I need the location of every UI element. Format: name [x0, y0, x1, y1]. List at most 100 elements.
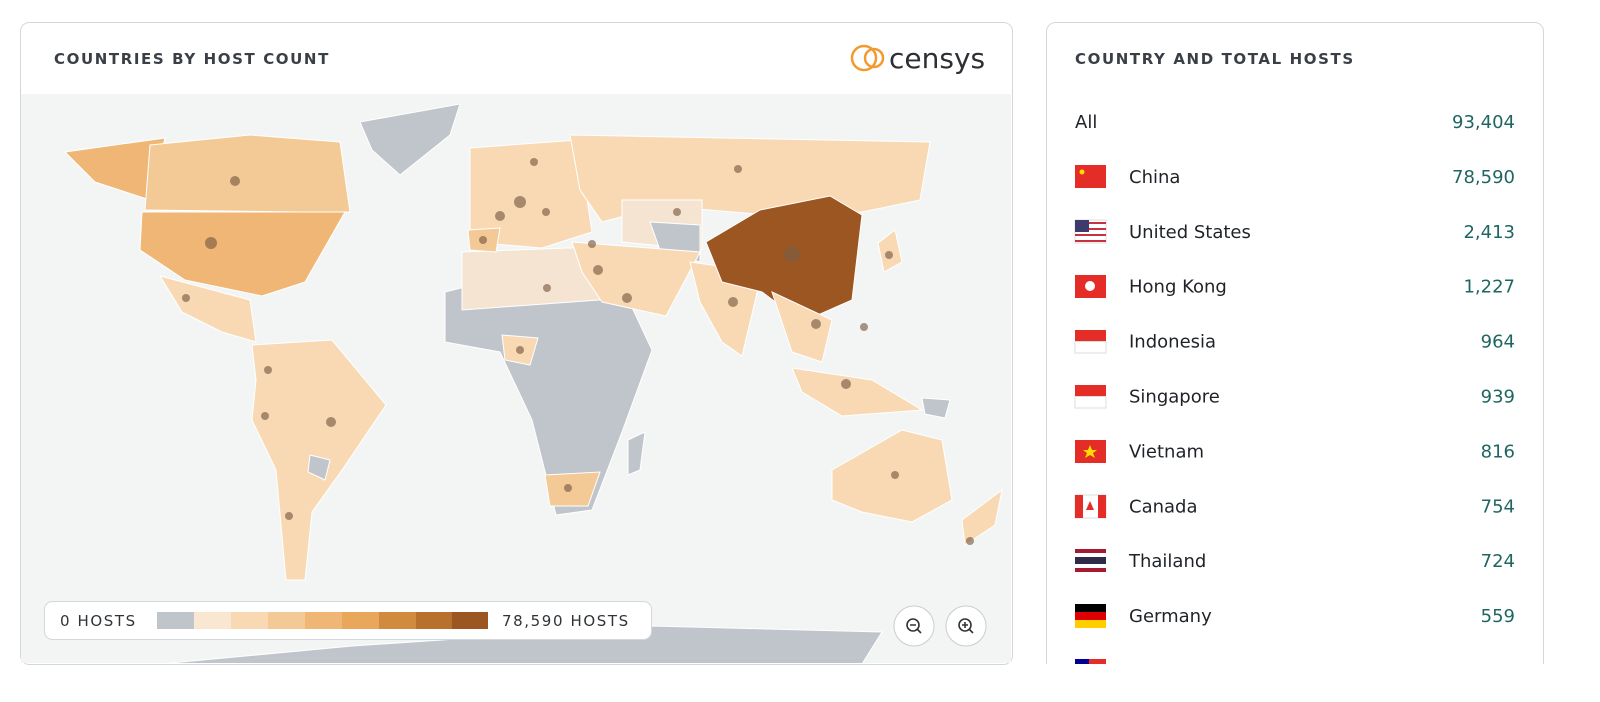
country-name: Vietnam: [1129, 441, 1204, 462]
flag-shape: [1075, 557, 1106, 564]
country-shape: [921, 397, 951, 419]
map-dot: [891, 471, 899, 479]
map-dot: [734, 165, 742, 173]
map-dot: [622, 293, 632, 303]
country-shape: [144, 134, 351, 213]
country-shape: [139, 211, 346, 297]
map-dot: [285, 512, 293, 520]
flag-shape: [1075, 620, 1106, 628]
map-dot: [593, 265, 603, 275]
legend-min-label: 0 HOSTS: [60, 612, 137, 630]
host-count: 93,404: [1452, 112, 1515, 133]
flag-shape: [1075, 165, 1106, 188]
legend-swatch: [305, 612, 342, 629]
map: [21, 94, 1011, 663]
zoom-icon: [958, 618, 972, 632]
map-dot: [673, 208, 681, 216]
flag-shape: [1075, 222, 1106, 242]
flag-shape: [1075, 659, 1106, 664]
map-dot: [543, 284, 551, 292]
host-count: 939: [1481, 387, 1515, 408]
country-shape: [961, 488, 1003, 546]
zoom-in-circle[interactable]: [945, 605, 987, 647]
flag-shape: [1075, 385, 1106, 397]
country-name: China: [1129, 167, 1180, 188]
country-shape: [571, 241, 701, 317]
flags: [1074, 165, 1107, 664]
map-dot: [966, 537, 974, 545]
map-dot: [326, 417, 336, 427]
zoom-icon: [906, 618, 920, 632]
flag-shape: [1075, 612, 1106, 620]
country-name: Indonesia: [1129, 332, 1216, 353]
country-shape: [627, 431, 646, 476]
legend: 0 HOSTS 78,590 HOSTS: [44, 601, 652, 640]
map-title: COUNTRIES BY HOST COUNT: [54, 50, 330, 68]
legend-swatch: [231, 612, 268, 629]
legend-swatch: [379, 612, 416, 629]
map-dot: [841, 379, 851, 389]
country-shape: [877, 229, 903, 273]
host-count: 816: [1481, 441, 1515, 462]
zoom-out-button[interactable]: [893, 605, 935, 647]
host-count: 1,227: [1463, 277, 1515, 298]
country-name: All: [1075, 112, 1097, 133]
map-dot: [182, 294, 190, 302]
legend-swatch: [342, 612, 379, 629]
flag-shape: [1079, 169, 1085, 175]
host-count: 78,590: [1452, 167, 1515, 188]
country-shape: [791, 367, 924, 417]
host-count: 724: [1481, 551, 1515, 572]
map-dot: [264, 366, 272, 374]
flag-shape: [1085, 281, 1095, 291]
zoom-in-button[interactable]: [945, 605, 987, 647]
map-dot: [542, 208, 550, 216]
flag-shape: [1075, 659, 1089, 664]
table-title: COUNTRY AND TOTAL HOSTS: [1075, 50, 1355, 68]
country-shape: [158, 275, 257, 343]
map-dot: [860, 323, 868, 331]
flag-shape: [1075, 495, 1083, 518]
panel-cutoff: [1040, 664, 1560, 702]
map-dot: [564, 484, 572, 492]
logo-ring: [863, 47, 885, 69]
flag-shape: [1086, 501, 1094, 510]
flag-shape: [1075, 330, 1106, 342]
logo: censys: [850, 42, 985, 75]
country-name: Thailand: [1128, 551, 1206, 572]
zoom-icon: [962, 622, 974, 634]
country-shape: [544, 471, 601, 507]
logo-text: censys: [889, 42, 985, 75]
host-count: 2,413: [1463, 222, 1515, 243]
legend-swatch: [452, 612, 488, 629]
country-name: Canada: [1129, 496, 1198, 517]
legend-swatch: [268, 612, 305, 629]
legend-swatch: [194, 612, 231, 629]
map-dot: [516, 346, 524, 354]
flag-shape: [1083, 445, 1097, 458]
zoom-icon: [910, 624, 922, 634]
flag-shape: [1074, 341, 1107, 354]
map-dot: [530, 158, 538, 166]
country-name: Hong Kong: [1129, 277, 1227, 298]
legend-swatch: [157, 612, 194, 629]
map-dot: [479, 236, 487, 244]
legend-swatch: [416, 612, 452, 629]
country-shape: [165, 625, 883, 663]
country-name: Germany: [1129, 606, 1212, 627]
country-shape: [771, 291, 833, 363]
host-count: 754: [1481, 496, 1515, 517]
country-shape: [359, 103, 461, 176]
flag-shape: [1074, 396, 1107, 409]
host-count: 964: [1481, 332, 1515, 353]
flag-shape: [1075, 604, 1106, 612]
zoom-out-circle[interactable]: [893, 605, 935, 647]
map-dot: [514, 196, 526, 208]
map-dot: [261, 412, 269, 420]
map-dot: [784, 246, 800, 262]
country-shape: [705, 195, 863, 323]
map-dot: [885, 251, 893, 259]
